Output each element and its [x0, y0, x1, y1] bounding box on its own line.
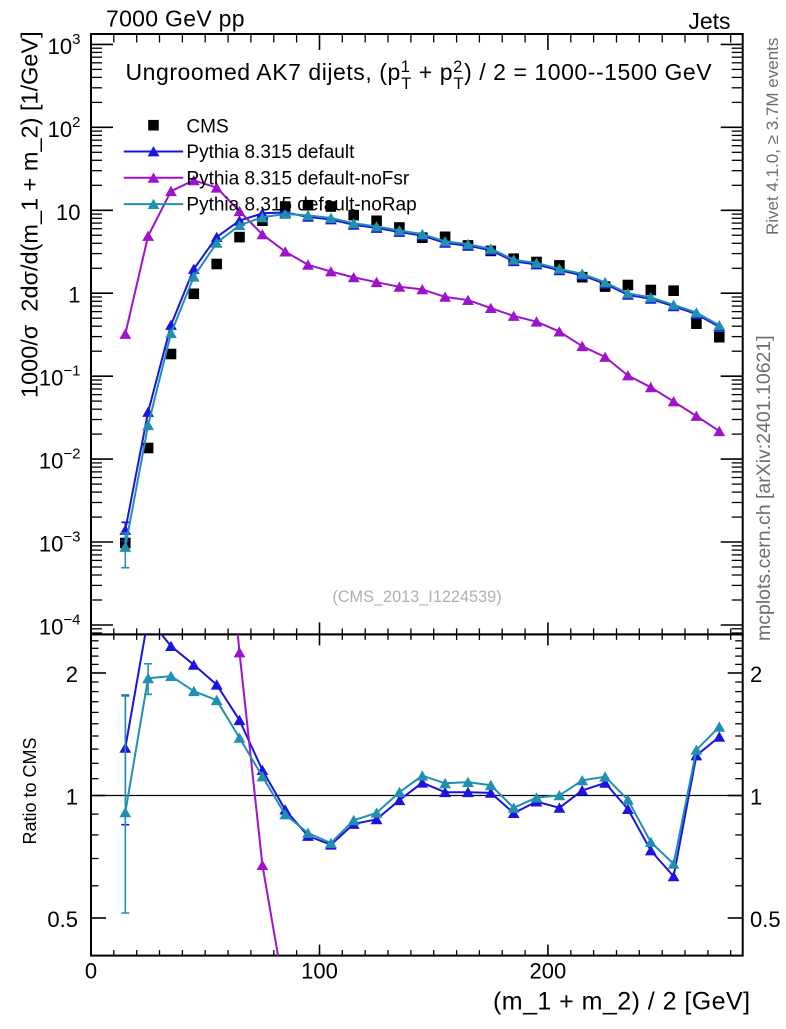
svg-text:2: 2 [66, 662, 78, 687]
svg-text:(m_1 + m_2) / 2 [GeV]: (m_1 + m_2) / 2 [GeV] [493, 988, 750, 1016]
svg-text:103: 103 [48, 31, 81, 59]
svg-text:2: 2 [750, 662, 762, 687]
svg-text:Jets: Jets [688, 8, 730, 34]
svg-text:10: 10 [56, 200, 80, 225]
svg-text:1: 1 [750, 785, 762, 810]
svg-text:0.5: 0.5 [47, 907, 78, 932]
svg-text:CMS: CMS [186, 117, 228, 138]
svg-text:mcplots.cern.ch [arXiv:2401.10: mcplots.cern.ch [arXiv:2401.10621] [753, 335, 775, 641]
svg-text:Pythia 8.315 default: Pythia 8.315 default [186, 142, 355, 163]
svg-text:Rivet 4.1.0, ≥ 3.7M events: Rivet 4.1.0, ≥ 3.7M events [763, 38, 782, 235]
svg-text:(CMS_2013_I1224539): (CMS_2013_I1224539) [332, 588, 501, 606]
svg-text:1: 1 [68, 283, 80, 308]
svg-text:7000 GeV pp: 7000 GeV pp [106, 6, 245, 32]
svg-text:1: 1 [66, 785, 78, 810]
svg-text:0.5: 0.5 [750, 907, 781, 932]
svg-text:Ratio to CMS: Ratio to CMS [20, 737, 40, 844]
svg-text:10−3: 10−3 [39, 529, 81, 557]
svg-text:Pythia 8.315 default-noFsr: Pythia 8.315 default-noFsr [186, 168, 410, 189]
svg-text:1000/σ 2dσ/d(m_1 + m_2) [1/Ge: 1000/σ 2dσ/d(m_1 + m_2) [1/GeV] [17, 31, 43, 398]
svg-text:100: 100 [301, 959, 338, 984]
svg-text:0: 0 [85, 959, 97, 984]
svg-text:200: 200 [530, 959, 567, 984]
svg-text:Pythia 8.315 default-noRap: Pythia 8.315 default-noRap [186, 195, 416, 216]
